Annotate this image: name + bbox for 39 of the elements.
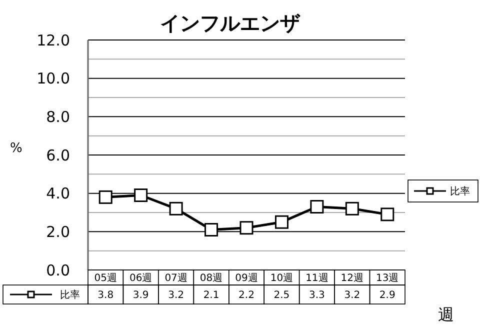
point bbox=[134, 188, 148, 202]
data-label: 2.1 bbox=[203, 290, 220, 301]
y-tick-label: 6.0 bbox=[46, 146, 70, 164]
y-tick-label: 4.0 bbox=[46, 184, 70, 203]
chart-title: インフルエンザ bbox=[160, 11, 301, 35]
x-tick-label: 12週 bbox=[340, 273, 364, 284]
x-tick-label: 09週 bbox=[235, 273, 258, 284]
y-tick-label: 8.0 bbox=[46, 108, 70, 126]
point bbox=[345, 202, 359, 216]
data-label: 3.8 bbox=[98, 290, 114, 301]
point bbox=[204, 223, 218, 236]
x-tick-label: 11週 bbox=[306, 273, 328, 284]
point bbox=[274, 215, 288, 229]
point bbox=[240, 221, 254, 235]
data-label: 2.2 bbox=[238, 290, 254, 301]
y-tick-label: 0.0 bbox=[46, 261, 70, 280]
point bbox=[98, 190, 112, 204]
x-axis-title: 週 bbox=[438, 305, 454, 324]
point bbox=[310, 200, 324, 214]
x-tick-label: 05週 bbox=[94, 273, 117, 284]
x-tick-label: 07週 bbox=[164, 273, 188, 284]
legend-label: 比率 bbox=[450, 186, 470, 198]
data-label: 2.5 bbox=[274, 290, 290, 301]
point bbox=[169, 202, 183, 216]
y-axis-title: % bbox=[10, 141, 22, 156]
data-label: 3.9 bbox=[132, 290, 149, 301]
data-label: 3.2 bbox=[168, 290, 184, 301]
data-label: 3.2 bbox=[344, 290, 360, 301]
x-tick-label: 13週 bbox=[376, 273, 399, 284]
y-tick-label: 12.0 bbox=[36, 31, 70, 50]
x-tick-label: 08週 bbox=[200, 273, 223, 284]
x-tick-label: 06週 bbox=[129, 273, 152, 284]
data-label: 3.3 bbox=[308, 290, 325, 301]
text: 比率 bbox=[60, 290, 80, 301]
y-tick-label: 10.0 bbox=[36, 70, 70, 88]
x-tick-label: 10週 bbox=[270, 273, 294, 284]
point bbox=[380, 208, 394, 222]
y-tick-label: 2.0 bbox=[46, 222, 70, 241]
data-label: 2.9 bbox=[379, 290, 396, 301]
